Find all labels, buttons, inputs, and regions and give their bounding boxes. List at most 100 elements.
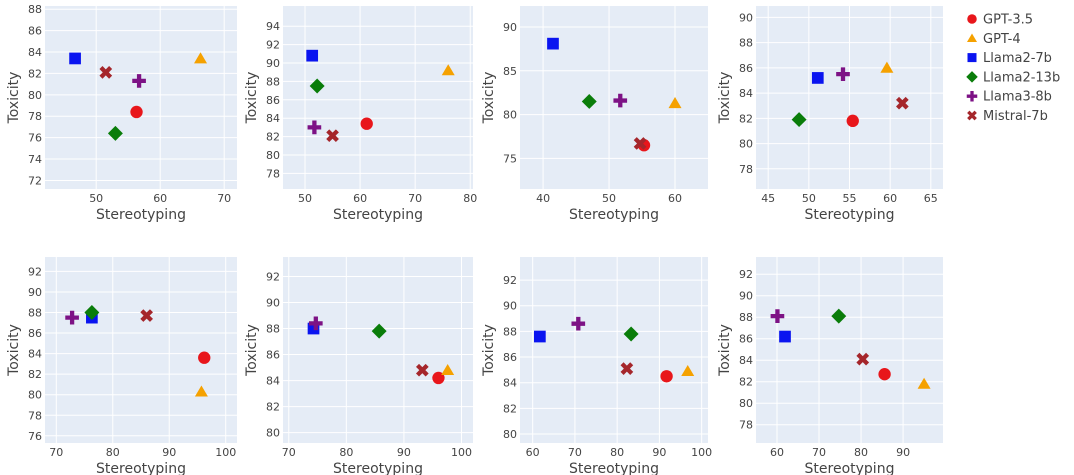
- legend-marker-mistral-7b: [967, 110, 977, 121]
- y-tick-label: 78: [266, 167, 280, 180]
- point-llama3-8b: [65, 310, 79, 325]
- point-mistral-7b: [326, 129, 339, 143]
- point-mistral-7b: [620, 362, 634, 375]
- legend-label: Mistral-7b: [983, 109, 1048, 124]
- y-tick-label: 80: [739, 138, 753, 151]
- x-tick-label: 60: [153, 192, 167, 205]
- legend-item-llama2-13b[interactable]: Llama2-13b: [966, 70, 1060, 85]
- point-gpt-4: [441, 64, 455, 76]
- y-tick-label: 78: [28, 110, 42, 123]
- point-gpt-4: [668, 97, 682, 109]
- y-tick-label: 86: [266, 349, 280, 362]
- plot-area: [756, 257, 943, 443]
- point-gpt-3-5: [130, 105, 143, 119]
- y-tick-label: 74: [28, 153, 42, 166]
- y-tick-label: 92: [28, 265, 42, 278]
- y-tick-label: 80: [503, 109, 517, 122]
- y-tick-label: 90: [739, 290, 753, 303]
- legend-item-gpt-4[interactable]: GPT-4: [967, 32, 1021, 47]
- x-tick-label: 80: [610, 446, 624, 459]
- point-mistral-7b: [896, 96, 909, 110]
- point-llama2-13b: [107, 125, 123, 141]
- point-llama3-8b: [613, 93, 628, 108]
- y-tick-label: 78: [739, 163, 753, 176]
- x-axis-title: Stereotyping: [569, 461, 659, 475]
- y-tick-label: 88: [28, 3, 42, 16]
- y-axis-title: Toxicity: [481, 324, 497, 377]
- point-llama3-8b: [571, 316, 586, 331]
- x-tick-label: 90: [896, 446, 910, 459]
- legend-item-llama3-8b[interactable]: Llama3-8b: [966, 90, 1052, 105]
- x-tick-label: 80: [854, 446, 868, 459]
- x-axis-title: Stereotyping: [805, 207, 895, 223]
- x-tick-label: 70: [282, 446, 296, 459]
- plot-area: [45, 257, 237, 443]
- subplot-8: 60 70 80 90 78 80 82 84 86 88 90 92 Stereotyping Toxi…: [717, 257, 943, 475]
- point-llama3-8b: [770, 309, 785, 323]
- point-gpt-3-5: [198, 351, 211, 364]
- y-tick-label: 78: [28, 409, 42, 422]
- legend-item-gpt-3-5[interactable]: GPT-3.5: [967, 13, 1033, 28]
- point-llama2-13b: [791, 112, 807, 128]
- y-tick-label: 75: [503, 152, 517, 165]
- point-llama2-13b: [309, 78, 325, 94]
- point-gpt-4: [917, 377, 931, 389]
- y-tick-label: 82: [28, 67, 42, 80]
- legend-label: Llama2-7b: [983, 51, 1052, 66]
- point-llama2-13b: [84, 305, 100, 320]
- point-llama2-7b: [811, 72, 824, 84]
- y-tick-label: 80: [28, 389, 42, 402]
- y-tick-label: 86: [739, 62, 753, 75]
- point-llama2-7b: [534, 330, 546, 343]
- x-tick-label: 70: [568, 446, 582, 459]
- x-tick-label: 60: [353, 192, 367, 205]
- y-tick-label: 84: [28, 46, 42, 59]
- x-tick-label: 70: [408, 192, 422, 205]
- point-llama2-13b: [581, 93, 597, 109]
- y-axis-title: Toxicity: [717, 324, 733, 377]
- legend-label: Llama3-8b: [983, 90, 1052, 105]
- y-tick-label: 80: [739, 397, 753, 410]
- x-tick-label: 90: [652, 446, 666, 459]
- point-mistral-7b: [633, 137, 647, 150]
- x-tick-label: 50: [602, 192, 616, 205]
- y-tick-label: 84: [266, 375, 280, 388]
- y-tick-label: 82: [266, 131, 280, 144]
- point-llama2-7b: [306, 49, 319, 62]
- y-axis-title: Toxicity: [244, 324, 260, 377]
- x-tick-label: 50: [89, 192, 103, 205]
- plot-area: [283, 257, 473, 443]
- subplot-5: 70 80 90 100 76 78 80 82 84 86 88 90 92 Stereotyping T…: [6, 257, 237, 475]
- subplot-3: 40 50 60 75 80 85 90 Stereotyping Toxicity: [481, 6, 708, 223]
- point-llama2-7b: [547, 37, 559, 50]
- point-gpt-3-5: [660, 370, 673, 383]
- x-axis-title: Stereotyping: [569, 207, 659, 223]
- subplot-1: 50 60 70 72 74 76 78 80 82 84 86 88 Stereotyping Toxi…: [6, 3, 237, 223]
- x-tick-label: 80: [463, 192, 477, 205]
- y-axis-title: Toxicity: [244, 72, 260, 125]
- y-tick-label: 90: [28, 286, 42, 299]
- x-axis-title: Stereotyping: [333, 207, 423, 223]
- y-tick-label: 88: [739, 37, 753, 50]
- y-tick-label: 82: [266, 401, 280, 414]
- point-llama2-7b: [69, 52, 81, 65]
- x-axis-title: Stereotyping: [333, 461, 423, 475]
- x-axis-title: Stereotyping: [96, 207, 186, 223]
- x-tick-label: 90: [162, 446, 176, 459]
- legend-label: Llama2-13b: [983, 70, 1060, 85]
- point-llama3-8b: [308, 316, 323, 331]
- x-tick-label: 70: [217, 192, 231, 205]
- legend: GPT-3.5 GPT-4 Llama2-7b Llama2-13b Llama3-8b…: [966, 13, 1060, 124]
- point-llama2-7b: [779, 330, 791, 343]
- x-tick-label: 60: [668, 192, 682, 205]
- y-tick-label: 80: [266, 427, 280, 440]
- legend-item-llama2-7b[interactable]: Llama2-7b: [967, 51, 1052, 66]
- y-tick-label: 88: [28, 306, 42, 319]
- plot-area: [520, 257, 708, 443]
- y-tick-label: 94: [266, 20, 280, 33]
- point-llama3-8b: [836, 67, 850, 81]
- point-gpt-4: [880, 61, 894, 73]
- y-tick-label: 86: [266, 94, 280, 107]
- legend-item-mistral-7b[interactable]: Mistral-7b: [967, 109, 1048, 124]
- y-tick-label: 84: [28, 348, 42, 361]
